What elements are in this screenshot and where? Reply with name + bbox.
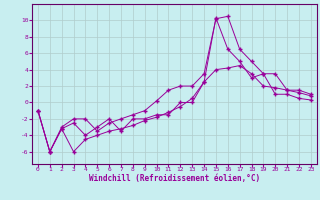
X-axis label: Windchill (Refroidissement éolien,°C): Windchill (Refroidissement éolien,°C) <box>89 174 260 183</box>
